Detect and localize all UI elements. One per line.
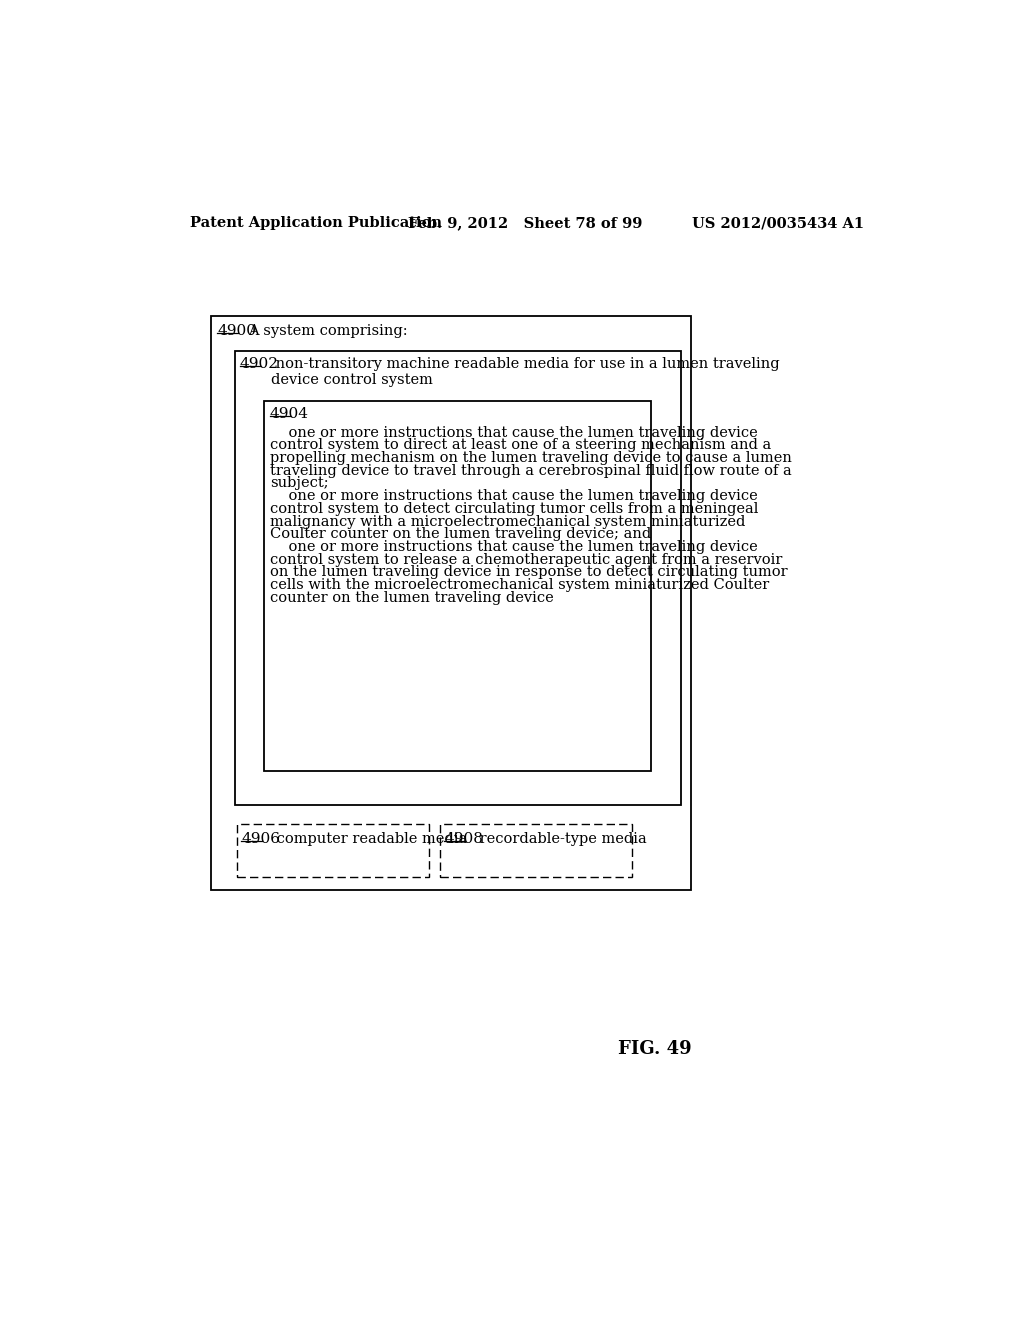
Text: control system to detect circulating tumor cells from a meningeal: control system to detect circulating tum… bbox=[270, 502, 758, 516]
Text: 4900: 4900 bbox=[217, 323, 256, 338]
Text: US 2012/0035434 A1: US 2012/0035434 A1 bbox=[692, 216, 864, 230]
Text: control system to release a chemotherapeutic agent from a reservoir: control system to release a chemotherape… bbox=[270, 553, 782, 566]
Text: computer readable media: computer readable media bbox=[272, 832, 467, 846]
Text: non-transitory machine readable media for use in a lumen traveling
device contro: non-transitory machine readable media fo… bbox=[270, 358, 779, 387]
Text: on the lumen traveling device in response to detect circulating tumor: on the lumen traveling device in respons… bbox=[270, 565, 787, 579]
Text: FIG. 49: FIG. 49 bbox=[618, 1040, 692, 1059]
Text: 4908: 4908 bbox=[444, 832, 483, 846]
Text: cells with the microelectromechanical system miniaturized Coulter: cells with the microelectromechanical sy… bbox=[270, 578, 769, 593]
Text: control system to direct at least one of a steering mechanism and a: control system to direct at least one of… bbox=[270, 438, 771, 453]
Bar bbox=[211, 317, 691, 890]
Text: Feb. 9, 2012   Sheet 78 of 99: Feb. 9, 2012 Sheet 78 of 99 bbox=[408, 216, 642, 230]
Text: counter on the lumen traveling device: counter on the lumen traveling device bbox=[270, 591, 554, 605]
Text: malignancy with a microelectromechanical system miniaturized: malignancy with a microelectromechanical… bbox=[270, 515, 745, 528]
Bar bbox=[439, 825, 632, 876]
Text: one or more instructions that cause the lumen traveling device: one or more instructions that cause the … bbox=[270, 490, 758, 503]
Text: one or more instructions that cause the lumen traveling device: one or more instructions that cause the … bbox=[270, 425, 758, 440]
Text: propelling mechanism on the lumen traveling device to cause a lumen: propelling mechanism on the lumen travel… bbox=[270, 451, 792, 465]
Text: Coulter counter on the lumen traveling device; and: Coulter counter on the lumen traveling d… bbox=[270, 527, 651, 541]
Text: traveling device to travel through a cerebrospinal fluid flow route of a: traveling device to travel through a cer… bbox=[270, 463, 792, 478]
Text: Patent Application Publication: Patent Application Publication bbox=[190, 216, 442, 230]
Text: subject;: subject; bbox=[270, 477, 329, 491]
Bar bbox=[234, 351, 681, 805]
Text: 4902: 4902 bbox=[240, 358, 279, 371]
Bar bbox=[263, 401, 651, 771]
Text: recordable-type media: recordable-type media bbox=[475, 832, 647, 846]
Text: 4906: 4906 bbox=[241, 832, 281, 846]
Bar bbox=[237, 825, 429, 876]
Text: one or more instructions that cause the lumen traveling device: one or more instructions that cause the … bbox=[270, 540, 758, 554]
Text: A system comprising:: A system comprising: bbox=[248, 323, 408, 338]
Text: 4904: 4904 bbox=[270, 407, 309, 421]
